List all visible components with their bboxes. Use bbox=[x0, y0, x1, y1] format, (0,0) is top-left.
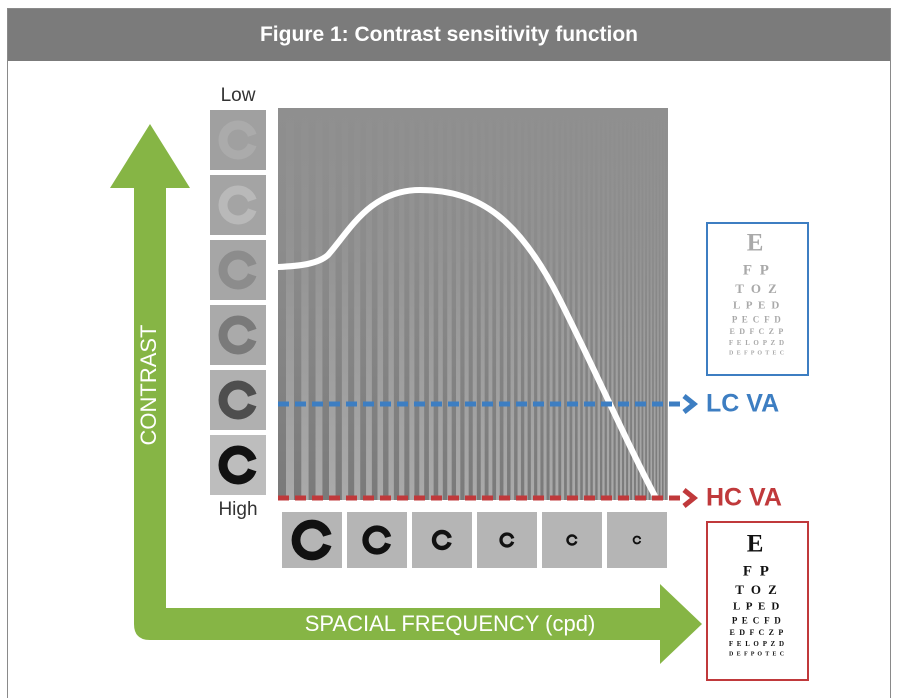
contrast-patch bbox=[210, 305, 266, 365]
frequency-patch bbox=[412, 512, 472, 568]
frequency-patch bbox=[542, 512, 602, 568]
contrast-patch bbox=[210, 435, 266, 495]
contrast-patch bbox=[210, 370, 266, 430]
chart-row: F E L O P Z D bbox=[729, 339, 785, 347]
eye-charts: E F P T O Z L P E D P E C F D E D F C Z P F E … bbox=[729, 230, 785, 658]
chart-row: D E F P O T E C bbox=[729, 351, 785, 357]
grating-fade bbox=[278, 108, 668, 500]
chart-row: T O Z bbox=[735, 582, 778, 597]
chart-row: P E C F D bbox=[732, 314, 782, 324]
chart-row: D E F P O T E C bbox=[729, 652, 785, 658]
chart-row: F P bbox=[743, 262, 771, 278]
y-axis-label: CONTRAST bbox=[136, 325, 161, 446]
contrast-patch bbox=[210, 110, 266, 170]
frequency-patch bbox=[477, 512, 537, 568]
chart-row: F P bbox=[743, 563, 771, 579]
frequency-patch bbox=[347, 512, 407, 568]
chart-row: T O Z bbox=[735, 281, 778, 296]
contrast-patch bbox=[210, 240, 266, 300]
page: Figure 1: Contrast sensitivity function … bbox=[0, 0, 900, 699]
chart-row: L P E D bbox=[733, 300, 781, 312]
lc-arrowhead bbox=[684, 396, 694, 412]
contrast-patches bbox=[210, 110, 266, 495]
frequency-patches bbox=[282, 512, 667, 568]
hc-arrowhead bbox=[684, 490, 694, 506]
chart-row: E bbox=[747, 230, 767, 257]
chart-row: F E L O P Z D bbox=[729, 640, 785, 648]
frequency-patch bbox=[607, 512, 667, 568]
x-axis-label: SPACIAL FREQUENCY (cpd) bbox=[305, 611, 596, 636]
chart-row: E D F C Z P bbox=[730, 628, 785, 637]
lc-label: LC VA bbox=[706, 390, 779, 418]
figure: CONTRAST SPACIAL FREQUENCY (cpd) Low Hig… bbox=[0, 0, 900, 699]
contrast-high-label: High bbox=[218, 499, 257, 520]
chart-row: E bbox=[747, 531, 767, 558]
chart-row: P E C F D bbox=[732, 615, 782, 625]
hc-label: HC VA bbox=[706, 484, 782, 512]
contrast-patch bbox=[210, 175, 266, 235]
chart-row: L P E D bbox=[733, 601, 781, 613]
contrast-low-label: Low bbox=[221, 85, 256, 106]
chart-row: E D F C Z P bbox=[730, 327, 785, 336]
